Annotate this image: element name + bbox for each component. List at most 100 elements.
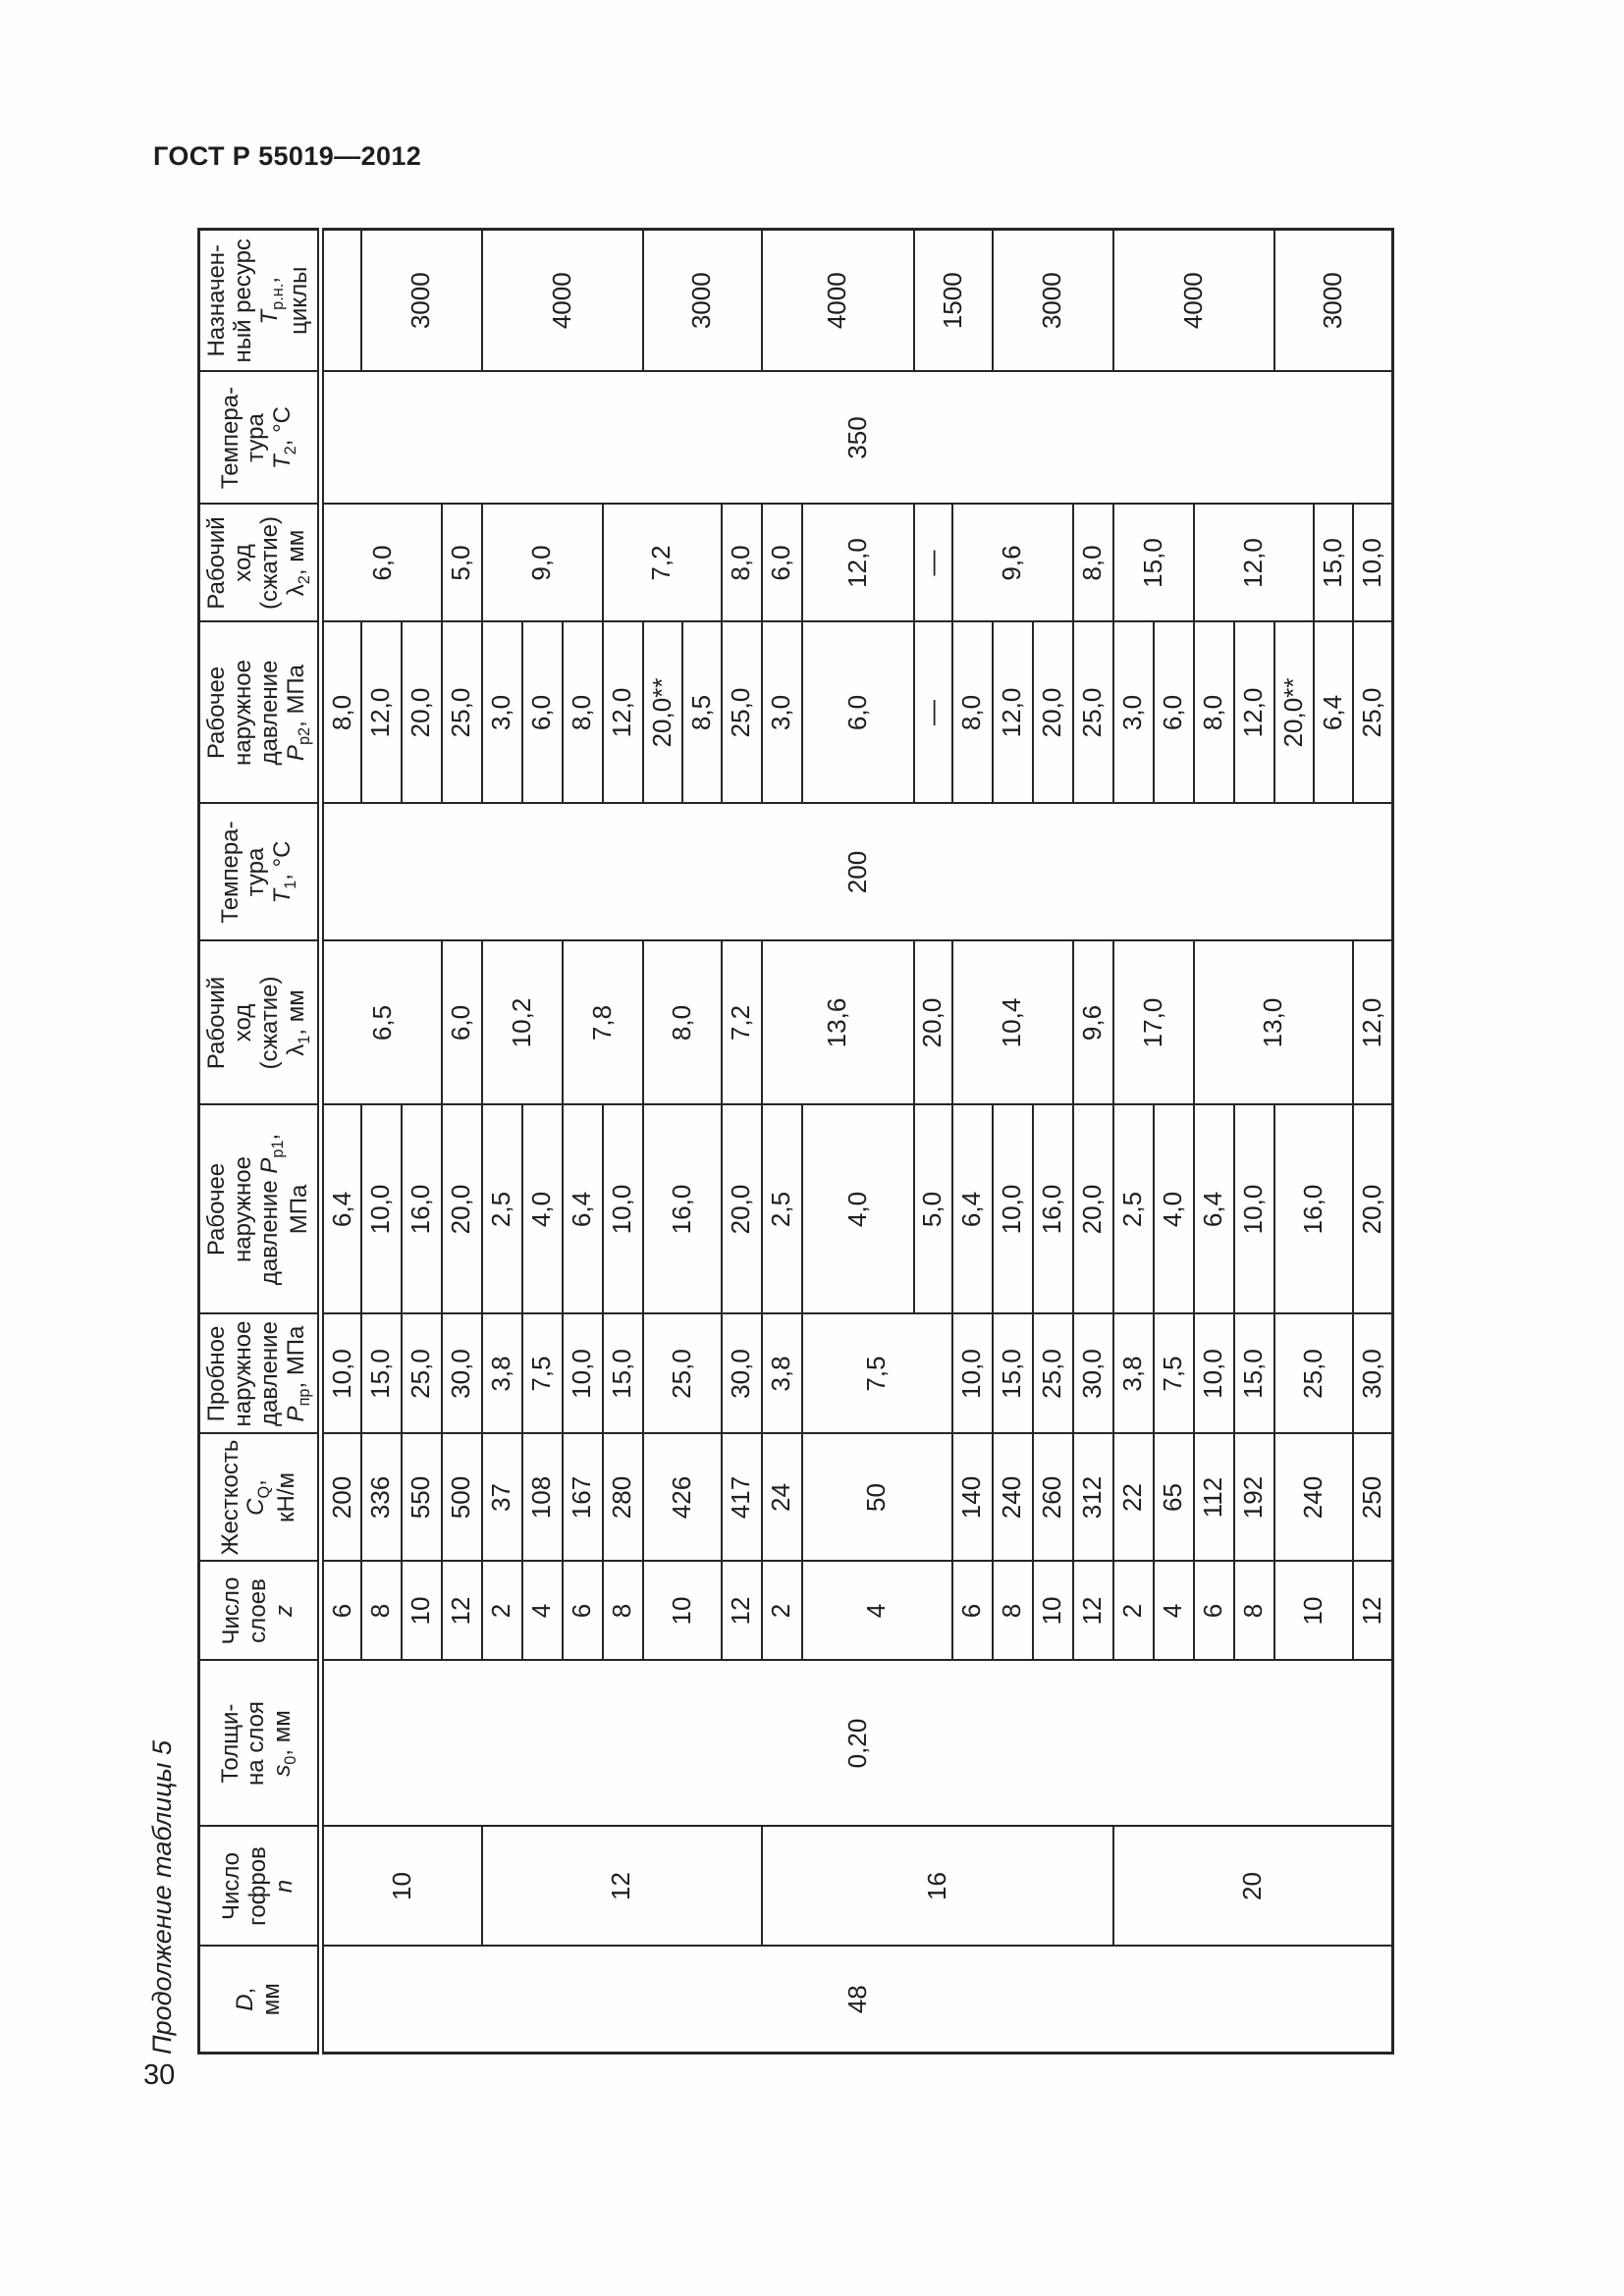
cell-pp2: 8,5 [681,621,722,804]
cell-ppr: 7,5 [521,1313,563,1434]
cell-pp2: 25,0 [1072,621,1113,804]
cell-ppr: 7,5 [1153,1313,1194,1434]
cell-cq: 192 [1233,1433,1274,1562]
cell-pp2: 8,0 [951,621,993,804]
parameters-table: D, мм Число гофров n Толщи-на слоя s0, мм Число… [197,228,1394,2055]
cell-l1: 13,0 [1193,940,1353,1105]
cell-pp2: 12,0 [992,621,1033,804]
col-header-pp1: Рабочее наружное давление Pр1, МПа [198,1104,321,1314]
cell-pp2: 25,0 [441,621,482,804]
col-header-res: Назначен-ный ресурс Tр.н., циклы [198,229,321,372]
cell-pp1: 10,0 [1233,1104,1274,1314]
cell-l1: 6,5 [320,940,442,1105]
cell-pp2: 3,0 [761,621,802,804]
cell-ppr: 3,8 [1112,1313,1154,1434]
cell-ppr: 10,0 [951,1313,993,1434]
cell-z: 10 [1273,1561,1353,1661]
cell-pp2: 3,0 [481,621,522,804]
cell-pp2: 25,0 [721,621,762,804]
cell-res: 4000 [1112,229,1274,372]
cell-ppr: 7,5 [801,1313,952,1434]
col-header-s0: Толщи-на слоя s0, мм [198,1660,321,1827]
cell-pp1: 6,4 [951,1104,993,1314]
cell-pp1: 4,0 [1153,1104,1194,1314]
cell-res [320,229,361,372]
cell-l2: 8,0 [721,504,762,622]
cell-pp2: — [913,621,952,804]
cell-l1: 7,2 [721,940,762,1105]
cell-z: 4 [1153,1561,1194,1661]
col-header-l2: Рабочий ход (сжатие) λ2, мм [198,504,321,622]
table-caption: Продолжение таблицы 5 [147,1739,177,2055]
cell-l1: 9,6 [1072,940,1113,1105]
cell-cq: 167 [562,1433,603,1562]
col-header-n: Число гофров n [198,1826,321,1947]
cell-ppr: 15,0 [360,1313,402,1434]
cell-z: 6 [320,1561,361,1661]
col-header-d: D, мм [198,1946,321,2054]
cell-n: 10 [320,1826,482,1947]
page-number: 30 [143,2059,176,2091]
cell-n: 16 [761,1826,1113,1947]
cell-z: 12 [1352,1561,1393,1661]
cell-cq: 65 [1153,1433,1194,1562]
cell-cq: 417 [721,1433,762,1562]
cell-z: 8 [602,1561,643,1661]
cell-pp2: 8,0 [562,621,603,804]
cell-l1: 20,0 [913,940,952,1105]
cell-ppr: 3,8 [761,1313,802,1434]
cell-res: 3000 [992,229,1113,372]
cell-d: 48 [320,1946,1393,2054]
cell-z: 2 [761,1561,802,1661]
col-header-cq: Жесткость CQ, кН/м [198,1433,321,1562]
cell-t2: 350 [320,371,1393,505]
rotated-table-area: D, мм Число гофров n Толщи-на слоя s0, мм Число… [197,228,1394,2055]
cell-res: 3000 [642,229,762,372]
cell-pp2: 6,0 [521,621,563,804]
cell-pp1: 16,0 [642,1104,722,1314]
cell-l2: 10,0 [1352,504,1393,622]
col-header-pp2: Рабочее наружное давление Pр2, МПа [198,621,321,804]
cell-ppr: 15,0 [1233,1313,1274,1434]
cell-pp2: 6,4 [1313,621,1353,804]
cell-pp2: 20,0** [642,621,682,804]
cell-pp1: 20,0 [441,1104,482,1314]
cell-l1: 17,0 [1112,940,1194,1105]
cell-ppr: 25,0 [1032,1313,1073,1434]
cell-pp1: 2,5 [761,1104,802,1314]
cell-pp1: 16,0 [401,1104,442,1314]
cell-pp1: 5,0 [913,1104,952,1314]
cell-l2: 15,0 [1112,504,1194,622]
cell-pp1: 4,0 [521,1104,563,1314]
cell-pp2: 12,0 [602,621,643,804]
col-header-z: Число слоев z [198,1561,321,1661]
cell-s0: 0,20 [320,1660,1393,1827]
cell-ppr: 15,0 [992,1313,1033,1434]
cell-ppr: 25,0 [401,1313,442,1434]
cell-cq: 37 [481,1433,522,1562]
cell-cq: 112 [1193,1433,1234,1562]
cell-z: 10 [1032,1561,1073,1661]
cell-l2: 7,2 [602,504,722,622]
cell-res: 4000 [481,229,643,372]
cell-pp1: 20,0 [721,1104,762,1314]
cell-pp1: 16,0 [1032,1104,1073,1314]
col-header-ppr: Пробное наружное давление Pпр, МПа [198,1313,321,1434]
col-header-l1: Рабочий ход (сжатие) λ1, мм [198,940,321,1105]
cell-pp1: 16,0 [1273,1104,1353,1314]
cell-pp2: 20,0 [1032,621,1073,804]
cell-pp2: 6,0 [1153,621,1194,804]
cell-ppr: 10,0 [1193,1313,1234,1434]
cell-cq: 108 [521,1433,563,1562]
cell-cq: 312 [1072,1433,1113,1562]
cell-ppr: 10,0 [320,1313,361,1434]
cell-n: 20 [1112,1826,1393,1947]
cell-pp1: 10,0 [360,1104,402,1314]
cell-res: 4000 [761,229,914,372]
cell-l2: 9,6 [951,504,1073,622]
cell-pp1: 2,5 [1112,1104,1154,1314]
cell-ppr: 10,0 [562,1313,603,1434]
cell-pp2: 8,0 [1193,621,1234,804]
cell-cq: 22 [1112,1433,1154,1562]
